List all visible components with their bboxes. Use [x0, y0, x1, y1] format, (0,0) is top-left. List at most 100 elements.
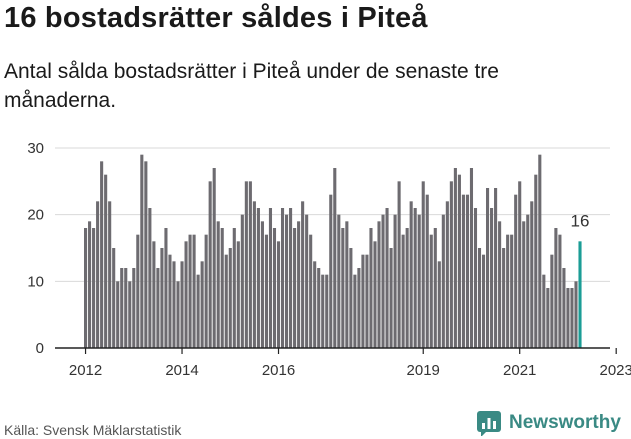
bar [148, 208, 152, 348]
bar [124, 268, 128, 348]
bar [208, 181, 212, 348]
x-tick-label: 2014 [165, 362, 198, 379]
bar [272, 228, 277, 348]
bar [397, 181, 401, 348]
bar [216, 221, 220, 348]
bar-chart: 0 10 20 30 16 2012 2014 2016 2019 2021 2023 [27, 140, 631, 379]
gridlines [55, 147, 610, 282]
bar [313, 261, 317, 348]
source-label: Källa: Svensk Mäklarstatistik [4, 422, 182, 438]
bar [172, 261, 176, 348]
bar [212, 168, 216, 348]
y-tick-label: 30 [27, 140, 44, 157]
bar [345, 221, 349, 348]
brand-name: Newsworthy [509, 412, 621, 433]
bar [92, 228, 96, 348]
bar [108, 201, 112, 348]
bar [526, 214, 530, 348]
bar [461, 194, 465, 348]
bar [192, 234, 196, 348]
highlight-data-label: 16 [571, 211, 590, 230]
bar [220, 228, 224, 348]
bar [566, 288, 570, 348]
bar [349, 248, 353, 348]
bar [417, 214, 421, 348]
bar [260, 221, 264, 348]
bar [530, 201, 534, 348]
bar [317, 268, 321, 348]
bar [570, 288, 574, 348]
x-tick-label: 2021 [503, 362, 536, 379]
y-tick-label: 10 [27, 273, 44, 290]
bar [180, 261, 184, 348]
bar [285, 214, 289, 348]
bar [329, 194, 333, 348]
bar [112, 248, 116, 348]
bar [228, 248, 232, 348]
bar [200, 261, 204, 348]
bar [236, 241, 240, 348]
bar [389, 248, 393, 348]
bar [132, 268, 136, 348]
bar [325, 274, 329, 348]
bars [84, 154, 582, 348]
bar [429, 234, 433, 348]
bar [128, 281, 132, 348]
y-tick-label: 0 [36, 340, 44, 357]
bar [116, 281, 120, 348]
y-tick-label: 20 [27, 207, 44, 224]
bar [232, 228, 236, 348]
x-tick-label: 2016 [262, 362, 295, 379]
bar [337, 214, 341, 348]
bar [152, 241, 156, 348]
bar [184, 241, 188, 348]
bar [321, 274, 325, 348]
bar [196, 274, 200, 348]
bar [369, 228, 373, 348]
bar [481, 254, 486, 348]
bar [502, 248, 506, 348]
bar [490, 208, 494, 348]
x-tick-label: 2019 [407, 362, 440, 379]
bar [377, 221, 381, 348]
bar [301, 201, 305, 348]
bar [276, 241, 281, 348]
bar [441, 214, 445, 348]
bar [244, 181, 248, 348]
bar [309, 234, 313, 348]
bar [256, 208, 260, 348]
bar [100, 161, 104, 348]
chart-title: 16 bostadsrätter såldes i Piteå [4, 2, 428, 34]
bar [453, 168, 457, 348]
bar [136, 234, 140, 348]
brand-logo: Newsworthy [476, 410, 621, 436]
bar [144, 161, 148, 348]
bar [449, 181, 453, 348]
bar [437, 261, 441, 348]
bar [341, 228, 345, 348]
bar [305, 214, 309, 348]
bar [558, 234, 562, 348]
bar [554, 228, 558, 348]
bar [473, 208, 478, 348]
bar [268, 208, 273, 348]
bar [373, 241, 377, 348]
bar [333, 168, 337, 348]
bar [510, 234, 514, 348]
bar [385, 208, 389, 348]
bar [550, 254, 554, 348]
axes: 0 10 20 30 16 2012 2014 2016 2019 2021 2023 [27, 140, 631, 379]
x-tick-label: 2023 [600, 362, 631, 379]
chart-subtitle: Antal sålda bostadsrätter i Piteå under … [4, 60, 499, 112]
bar [357, 268, 361, 348]
bar [486, 188, 490, 348]
bar [297, 221, 301, 348]
bar [498, 221, 502, 348]
bar [293, 228, 297, 348]
bar [224, 254, 228, 348]
bar [542, 274, 546, 348]
bar [140, 154, 144, 348]
bar [514, 194, 518, 348]
bar [538, 154, 542, 348]
bar [353, 274, 357, 348]
